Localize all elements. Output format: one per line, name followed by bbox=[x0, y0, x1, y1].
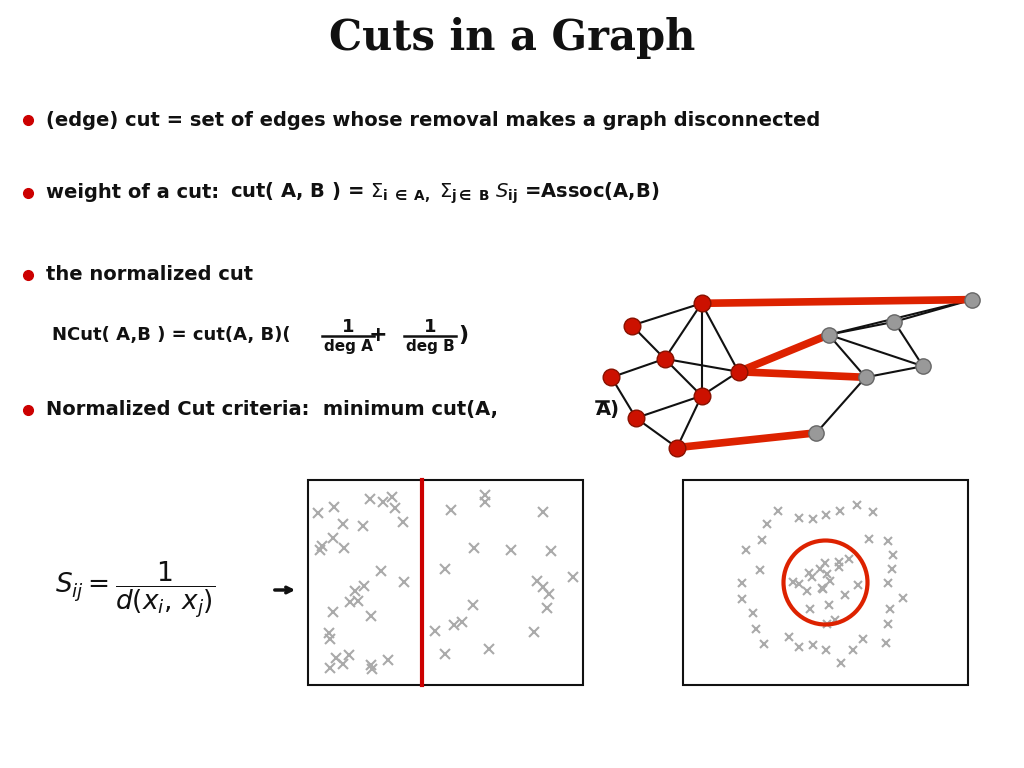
Text: +: + bbox=[369, 325, 387, 345]
Bar bbox=[683, 480, 968, 685]
Text: (edge) cut = set of edges whose removal makes a graph disconnected: (edge) cut = set of edges whose removal … bbox=[46, 111, 820, 130]
Text: ): ) bbox=[458, 325, 468, 345]
Text: 1: 1 bbox=[424, 318, 436, 336]
Text: the normalized cut: the normalized cut bbox=[46, 266, 253, 284]
Text: $S_{ij} = \dfrac{1}{d(x_i,\, x_j)}$: $S_{ij} = \dfrac{1}{d(x_i,\, x_j)}$ bbox=[55, 560, 215, 621]
Text: 1: 1 bbox=[342, 318, 354, 336]
Text: weight of a cut:: weight of a cut: bbox=[46, 184, 219, 203]
Text: NCut( A,B ) = cut(A, B)(: NCut( A,B ) = cut(A, B)( bbox=[52, 326, 291, 344]
Bar bbox=[308, 480, 583, 685]
Text: deg A: deg A bbox=[324, 339, 373, 355]
Text: A): A) bbox=[596, 400, 620, 419]
Text: deg B: deg B bbox=[406, 339, 455, 355]
Text: cut( A, B ) = $\Sigma_{\mathregular{i\ \in\ A,}}\ \Sigma_{\mathregular{j\in\ B}}: cut( A, B ) = $\Sigma_{\mathregular{i\ \… bbox=[230, 180, 659, 206]
Text: Cuts in a Graph: Cuts in a Graph bbox=[329, 17, 695, 59]
Text: Normalized Cut criteria:  minimum cut(A,: Normalized Cut criteria: minimum cut(A, bbox=[46, 400, 498, 419]
